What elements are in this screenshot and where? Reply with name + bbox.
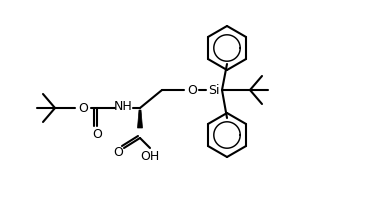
Text: O: O [92,127,102,140]
Text: Si: Si [208,84,220,97]
Polygon shape [138,110,142,128]
Text: NH: NH [113,100,132,113]
Text: O: O [113,146,123,159]
Text: O: O [187,84,197,97]
Text: OH: OH [141,151,160,164]
Text: O: O [78,102,88,114]
